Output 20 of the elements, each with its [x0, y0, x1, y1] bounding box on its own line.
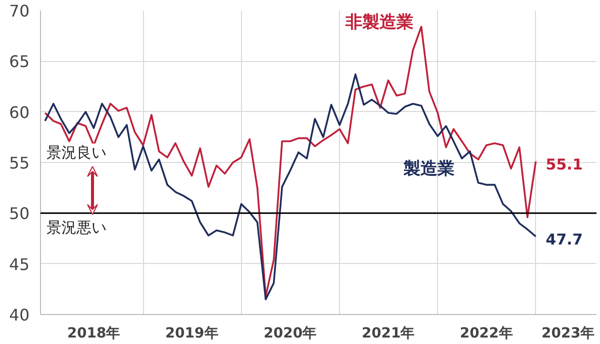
y-tick-label: 70: [9, 2, 30, 20]
x-tick-label: 2022年: [460, 326, 513, 342]
y-tick-label: 55: [9, 154, 30, 172]
y-tick-label: 50: [9, 204, 30, 224]
y-tick-label: 40: [9, 306, 30, 324]
series-label: 非製造業: [344, 12, 414, 32]
x-tick-label: 2020年: [264, 326, 317, 342]
y-tick-label: 65: [9, 52, 30, 72]
series-label: 製造業: [402, 159, 455, 180]
annotation: 景況悪い: [46, 218, 106, 236]
annotation: 景況良い: [46, 144, 106, 162]
line-series: [44, 73, 537, 300]
y-tick-label: 45: [9, 254, 30, 274]
data-label: 55.1: [546, 155, 583, 174]
x-tick-label: 2019年: [165, 326, 218, 342]
y-tick-label: 60: [9, 102, 30, 122]
x-tick-label: 2021年: [362, 326, 415, 342]
x-tick-label: 2023年: [542, 326, 594, 342]
x-tick-label: 2018年: [67, 326, 120, 342]
data-label: 47.7: [546, 230, 583, 248]
